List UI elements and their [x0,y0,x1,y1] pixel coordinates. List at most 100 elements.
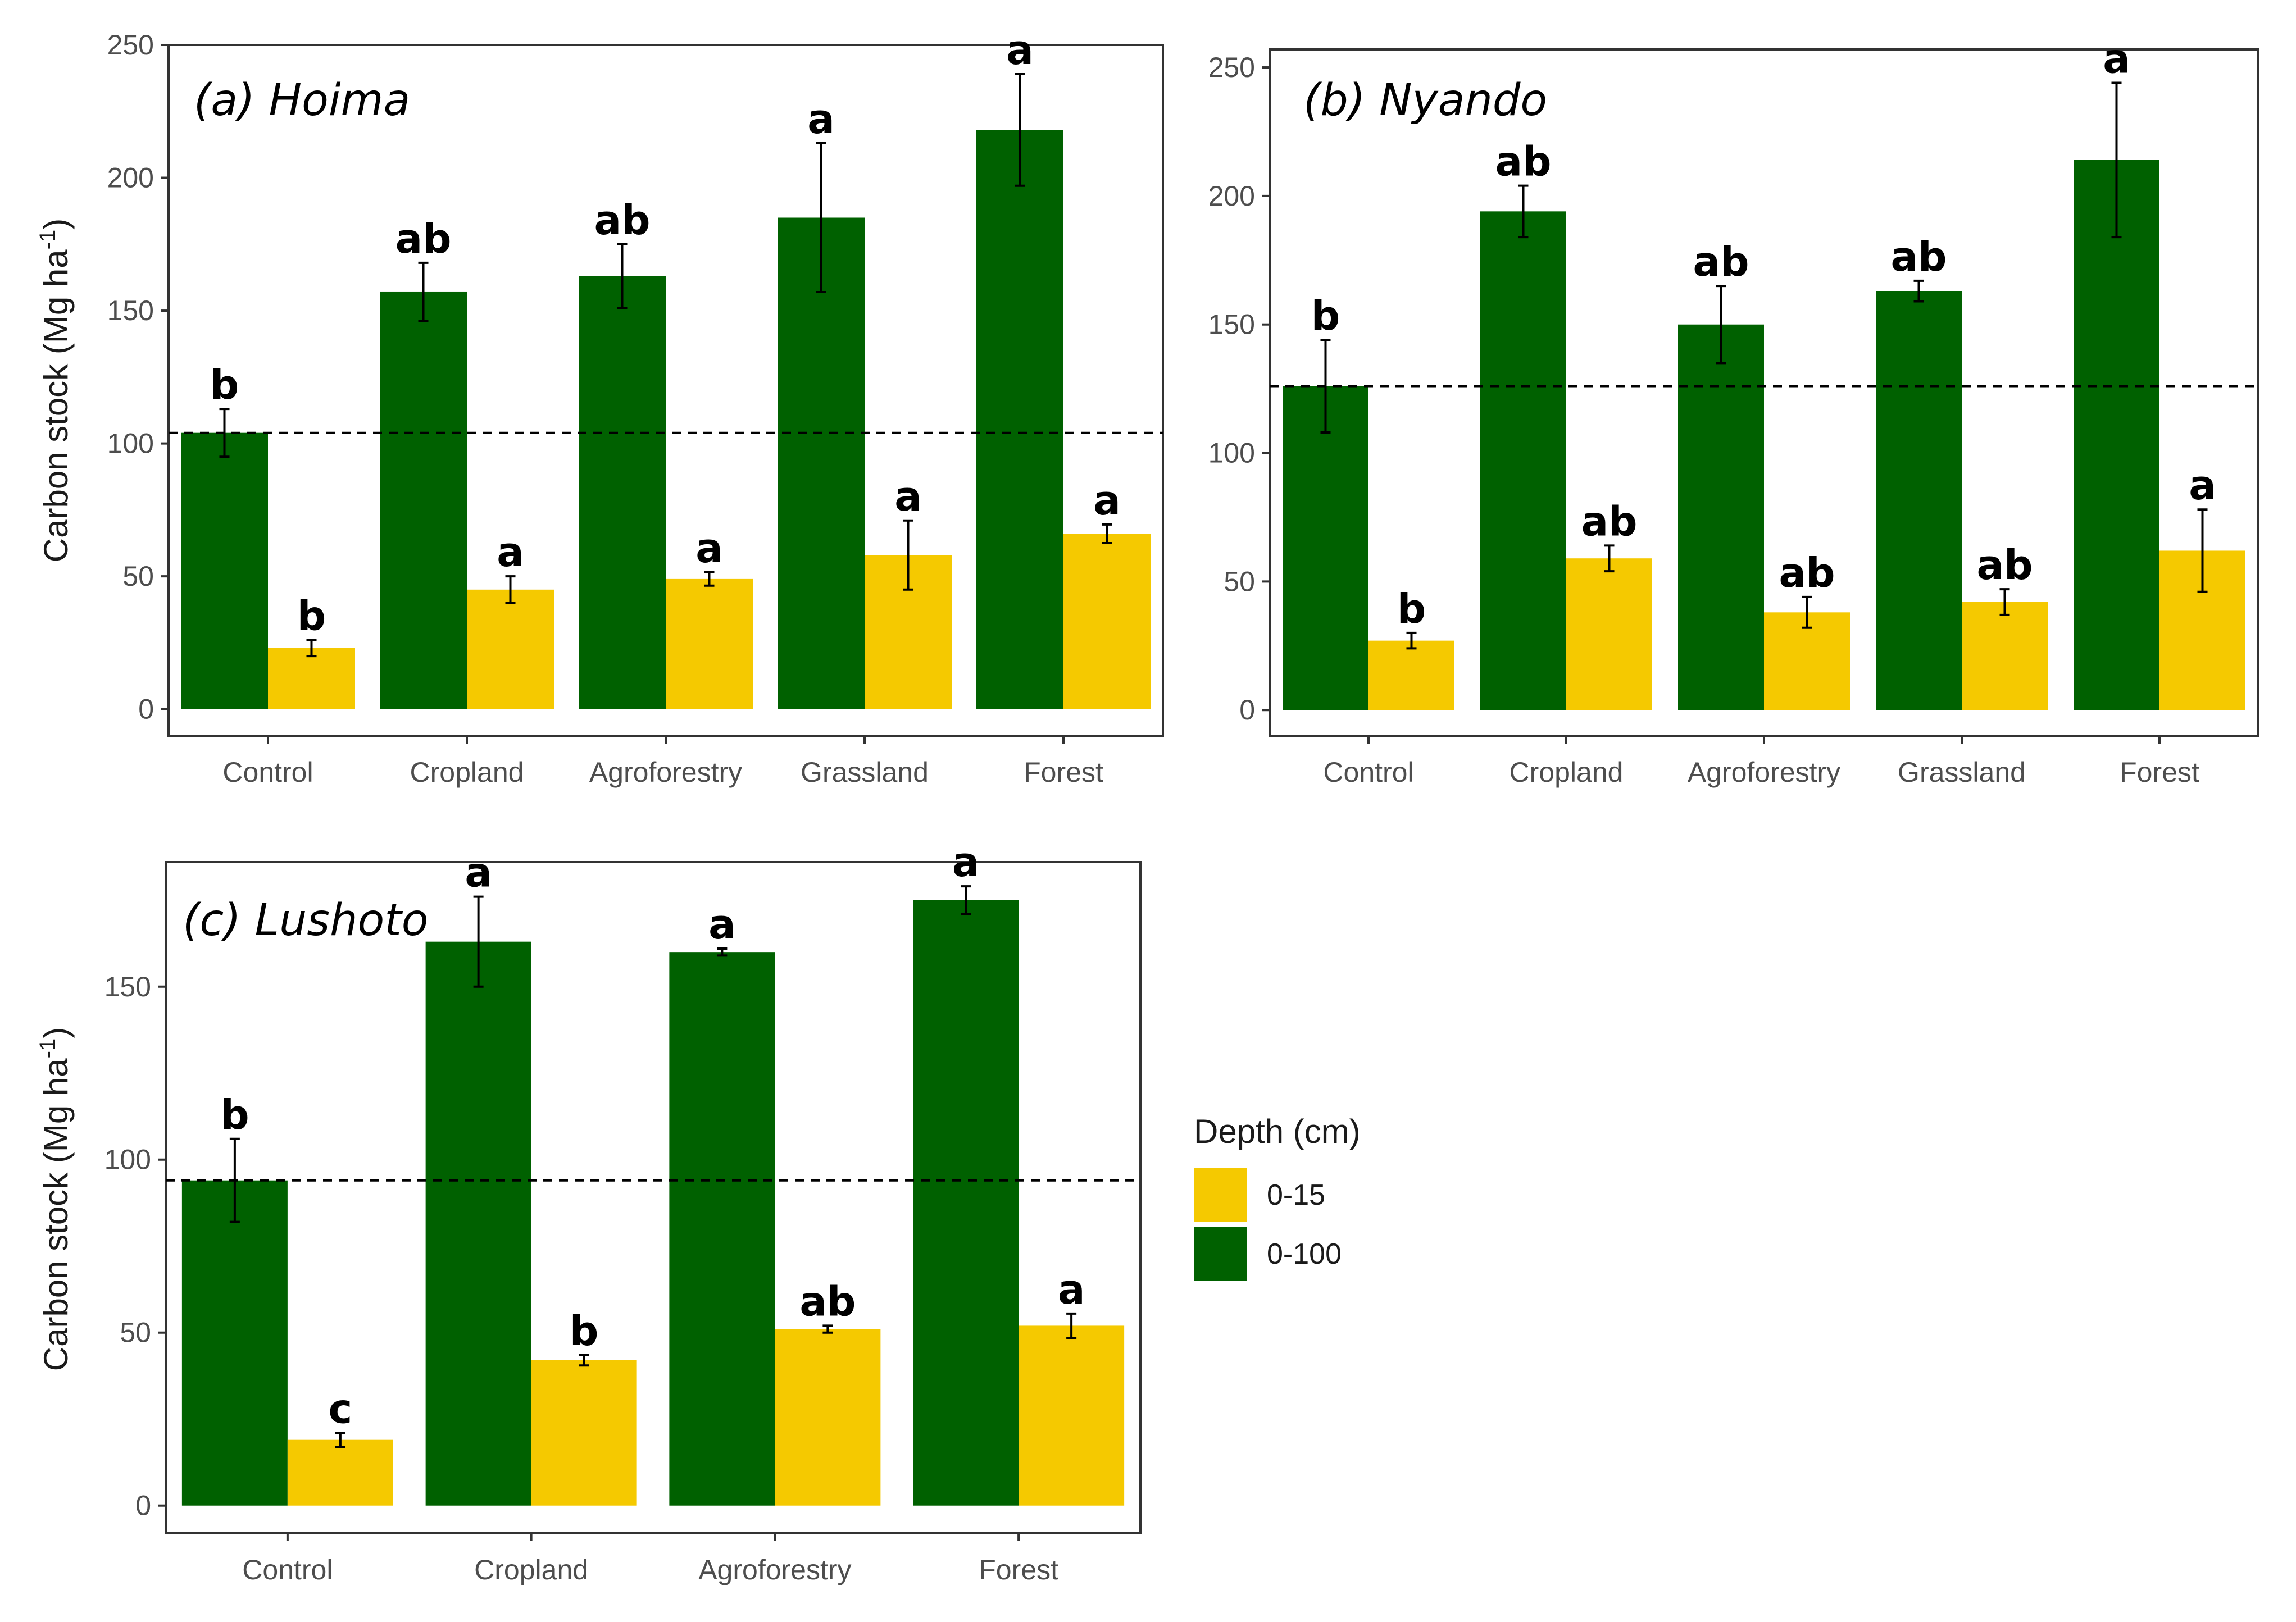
x-tick-label: Agroforestry [1688,757,1840,788]
significance-letter: a [497,528,524,576]
bar [913,900,1019,1506]
x-tick-label: Control [222,757,313,788]
bar [1063,534,1151,709]
significance-letter: a [2103,35,2130,82]
legend-label-0-15: 0-15 [1267,1179,1325,1211]
significance-letter: b [1311,292,1340,339]
x-tick-label: Forest [2120,757,2199,788]
y-tick-label: 50 [120,1317,151,1348]
bar [531,1360,637,1506]
significance-letter: ab [799,1278,856,1325]
y-tick-label: 50 [1224,566,1255,597]
y-tick-label: 100 [104,1144,151,1176]
significance-letter: a [708,901,736,948]
bar [666,578,753,709]
bar [1876,291,1962,710]
panel-b: (b) Nyando 0 50 100 150 200 250 b b Control ab ab C… [1208,35,2259,788]
y-tick-label: 250 [107,29,154,61]
x-tick-label: Control [242,1554,333,1585]
bar [380,291,467,709]
y-tick-label: 250 [1208,52,1255,83]
panel-title: (a) Hoima [194,75,410,126]
y-tick-label: 100 [1208,438,1255,469]
legend-title: Depth (cm) [1194,1113,1361,1150]
y-tick-label: 100 [107,428,154,459]
bar [775,1329,881,1506]
significance-letter: a [2189,462,2216,509]
significance-letter: a [1058,1266,1085,1313]
y-tick-label: 150 [1208,309,1255,340]
chart-marks: 0 50 100 150 200 250 b b Control ab a Cropland ab a Ag… [107,26,1163,788]
significance-letter: a [465,849,492,896]
significance-letter: b [1397,585,1426,632]
x-tick-label: Cropland [1510,757,1624,788]
bar [467,589,554,709]
legend: Depth (cm) 0-15 0-100 [1194,1113,1361,1281]
bar [268,648,355,709]
y-tick-label: 0 [138,694,154,725]
panel-title: (b) Nyando [1303,75,1547,126]
bar [1962,602,2048,710]
chart-marks: 0 50 100 150 200 250 b b Control ab ab Cropland ab ab… [1208,35,2258,788]
significance-letter: ab [1495,138,1551,185]
y-tick-label: 150 [107,295,154,326]
y-tick-label: 150 [104,971,151,1003]
x-tick-label: Cropland [474,1554,588,1585]
chart-marks: 050100150bcControlabCroplandaabAgrofores… [104,839,1140,1585]
significance-letter: b [570,1307,599,1355]
x-tick-label: Agroforestry [589,757,742,788]
significance-letter: ab [1581,498,1637,545]
significance-letter: ab [1693,238,1749,285]
legend-label-0-100: 0-100 [1267,1238,1342,1270]
legend-swatch-0-100 [1194,1227,1247,1281]
significance-letter: ab [1779,549,1835,596]
y-tick-label: 0 [1239,694,1255,726]
significance-letter: a [952,839,980,886]
significance-letter: a [894,473,922,520]
x-tick-label: Agroforestry [698,1554,851,1585]
bar [287,1439,393,1506]
significance-letter: a [1006,26,1034,74]
x-tick-label: Cropland [410,757,524,788]
significance-letter: a [1093,477,1121,524]
bar [1566,558,1652,710]
y-axis-title: Carbon stock (Mg ha-1) [35,1027,75,1371]
panel-title: (c) Lushoto [183,895,429,946]
bar [1019,1325,1125,1506]
x-tick-label: Control [1323,757,1413,788]
panel-a: (a) Hoima 0 50 100 150 200 250 b b Control ab a Cro… [35,26,1164,788]
bar [1480,211,1566,710]
bar [2074,160,2159,710]
significance-letter: ab [1976,541,2033,589]
legend-swatch-0-15 [1194,1168,1247,1222]
bar [1283,386,1368,710]
y-tick-label: 0 [135,1490,151,1521]
bar [425,941,531,1506]
significance-letter: c [329,1385,353,1432]
y-tick-label: 200 [107,162,154,194]
significance-letter: a [807,95,835,143]
significance-letter: ab [395,215,451,262]
bar [976,130,1063,709]
y-axis-title: Carbon stock (Mg ha-1) [35,218,75,562]
significance-letter: b [210,361,239,408]
x-tick-label: Forest [1024,757,1103,788]
x-tick-label: Grassland [1898,757,2026,788]
x-tick-label: Forest [979,1554,1058,1585]
bar [669,952,775,1506]
panel-c: (c) Lushoto 050100150bcControlabCropland… [35,839,1142,1585]
significance-letter: a [695,525,723,572]
bar [1368,640,1454,710]
y-tick-label: 50 [122,561,154,592]
significance-letter: ab [594,197,650,244]
significance-letter: b [220,1091,249,1138]
bar [181,432,268,709]
y-tick-label: 200 [1208,180,1255,212]
bar [1678,324,1764,710]
bar [579,276,666,709]
bar [778,217,865,709]
significance-letter: b [297,593,326,640]
bar [181,1180,288,1506]
significance-letter: ab [1890,233,1947,280]
